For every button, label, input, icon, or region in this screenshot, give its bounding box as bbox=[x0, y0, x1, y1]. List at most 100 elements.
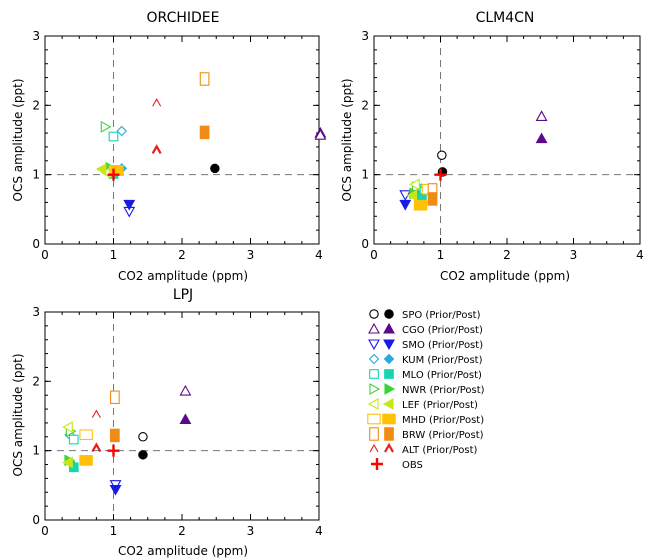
x-tick-label: 1 bbox=[110, 248, 118, 262]
legend-marker-mhd-prior bbox=[367, 413, 381, 425]
legend-marker-brw-post bbox=[384, 427, 394, 441]
legend-marker-mlo-post bbox=[384, 369, 394, 379]
x-axis-label: CO2 amplitude (ppm) bbox=[118, 544, 248, 558]
legend: SPO (Prior/Post) CGO (Prior/Post) SMO (Pri… bbox=[367, 309, 485, 471]
point-mlo-prior bbox=[108, 131, 119, 142]
x-tick-label: 0 bbox=[41, 524, 49, 538]
legend-marker-spo-prior bbox=[369, 309, 379, 319]
point-mhd-post bbox=[79, 455, 93, 466]
point-brw-post bbox=[427, 192, 438, 206]
x-tick-label: 0 bbox=[41, 248, 49, 262]
y-axis-label: OCS amplitude (ppt) bbox=[11, 353, 25, 476]
plot-area: 0 1 2 3 4 0 1 2 3 bbox=[32, 29, 327, 262]
plot-frame bbox=[373, 35, 641, 245]
legend-marker-smo-prior bbox=[368, 339, 380, 351]
y-tick-label: 1 bbox=[32, 168, 40, 182]
x-tick-label: 2 bbox=[178, 524, 186, 538]
point-cgo-prior bbox=[535, 110, 548, 121]
y-tick-label: 0 bbox=[32, 237, 40, 251]
point-brw-post bbox=[110, 428, 120, 443]
point-lef-prior bbox=[62, 421, 73, 434]
legend-label: NWR (Prior/Post) bbox=[402, 385, 485, 396]
point-brw-prior bbox=[110, 390, 120, 405]
y-tick-label: 2 bbox=[32, 374, 40, 388]
legend-marker-alt-prior bbox=[369, 443, 379, 453]
legend-marker-obs bbox=[371, 458, 383, 470]
y-tick-label: 0 bbox=[32, 513, 40, 527]
point-mlo-post bbox=[68, 462, 79, 473]
point-alt-post bbox=[91, 442, 102, 453]
point-smo-post bbox=[123, 199, 136, 211]
point-obs-obs bbox=[107, 168, 120, 181]
legend-marker-kum-post bbox=[383, 353, 395, 365]
plot-area: 0 1 2 3 4 0 1 2 3 bbox=[361, 29, 643, 262]
y-axis-label: OCS amplitude (ppt) bbox=[340, 78, 354, 201]
legend-marker-alt-post bbox=[384, 442, 394, 453]
point-cgo-post bbox=[535, 132, 548, 144]
legend-label: SMO (Prior/Post) bbox=[402, 340, 483, 351]
point-brw-prior bbox=[199, 72, 210, 86]
legend-label: BRW (Prior/Post) bbox=[402, 430, 484, 441]
legend-label: LEF (Prior/Post) bbox=[402, 400, 478, 411]
y-tick-label: 3 bbox=[32, 29, 40, 43]
point-obs-obs bbox=[434, 168, 447, 181]
point-alt-post bbox=[151, 144, 162, 154]
point-mlo-prior bbox=[68, 434, 79, 445]
legend-label: MHD (Prior/Post) bbox=[402, 415, 484, 426]
y-tick-label: 1 bbox=[361, 168, 369, 182]
panel-clm4cn: CLM4CN 0 1 2 3 4 0 1 2 3 CO2 amplitude (ppm) OCS… bbox=[340, 10, 644, 283]
y-tick-label: 0 bbox=[361, 237, 369, 251]
x-tick-label: 0 bbox=[370, 248, 378, 262]
point-smo-post bbox=[109, 484, 122, 496]
x-tick-label: 2 bbox=[503, 248, 511, 262]
legend-marker-nwr-prior bbox=[369, 383, 381, 395]
point-mhd-post bbox=[413, 199, 428, 211]
x-tick-label: 4 bbox=[315, 248, 323, 262]
legend-marker-spo-post bbox=[384, 309, 394, 319]
point-spo-prior bbox=[138, 432, 148, 442]
x-tick-label: 3 bbox=[570, 248, 578, 262]
legend-label: ALT (Prior/Post) bbox=[402, 445, 477, 456]
point-mhd-prior bbox=[79, 429, 93, 441]
point-brw-post bbox=[199, 125, 210, 140]
legend-marker-cgo-prior bbox=[368, 322, 380, 334]
point-spo-post bbox=[210, 163, 220, 174]
legend-marker-kum-prior bbox=[368, 353, 380, 365]
legend-label: SPO (Prior/Post) bbox=[402, 310, 481, 321]
point-lef-post bbox=[62, 456, 73, 469]
point-alt-prior bbox=[91, 409, 101, 418]
legend-marker-brw-prior bbox=[369, 427, 379, 441]
plot-frame bbox=[44, 311, 320, 521]
point-lef-post bbox=[406, 189, 418, 202]
legend-marker-cgo-post bbox=[383, 322, 395, 334]
x-tick-label: 4 bbox=[636, 248, 644, 262]
legend-label: OBS bbox=[402, 460, 423, 471]
point-lef-post bbox=[95, 163, 107, 176]
panel-title: CLM4CN bbox=[476, 10, 535, 26]
legend-marker-nwr-post bbox=[384, 383, 396, 395]
point-nwr-prior bbox=[100, 120, 112, 133]
legend-label: KUM (Prior/Post) bbox=[402, 355, 483, 366]
plot-area: 0 1 2 3 4 0 1 2 3 bbox=[32, 305, 322, 538]
x-axis-label: CO2 amplitude (ppm) bbox=[118, 269, 248, 283]
legend-label: MLO (Prior/Post) bbox=[402, 370, 482, 381]
x-tick-label: 1 bbox=[110, 524, 118, 538]
plot-frame bbox=[44, 35, 320, 245]
legend-marker-smo-post bbox=[383, 339, 395, 351]
point-cgo-prior bbox=[179, 384, 192, 396]
panel-title: LPJ bbox=[173, 287, 193, 303]
y-tick-label: 2 bbox=[32, 98, 40, 112]
y-axis-label: OCS amplitude (ppt) bbox=[11, 78, 25, 201]
y-tick-label: 3 bbox=[361, 29, 369, 43]
x-tick-label: 1 bbox=[437, 248, 445, 262]
y-tick-label: 3 bbox=[32, 305, 40, 319]
legend-marker-lef-prior bbox=[367, 398, 379, 410]
x-tick-label: 4 bbox=[315, 524, 323, 538]
panel-title: ORCHIDEE bbox=[147, 10, 220, 26]
point-alt-prior bbox=[152, 98, 162, 107]
legend-marker-lef-post bbox=[382, 398, 394, 410]
x-tick-label: 3 bbox=[247, 248, 255, 262]
legend-marker-mlo-prior bbox=[369, 369, 379, 379]
point-spo-prior bbox=[437, 150, 447, 161]
